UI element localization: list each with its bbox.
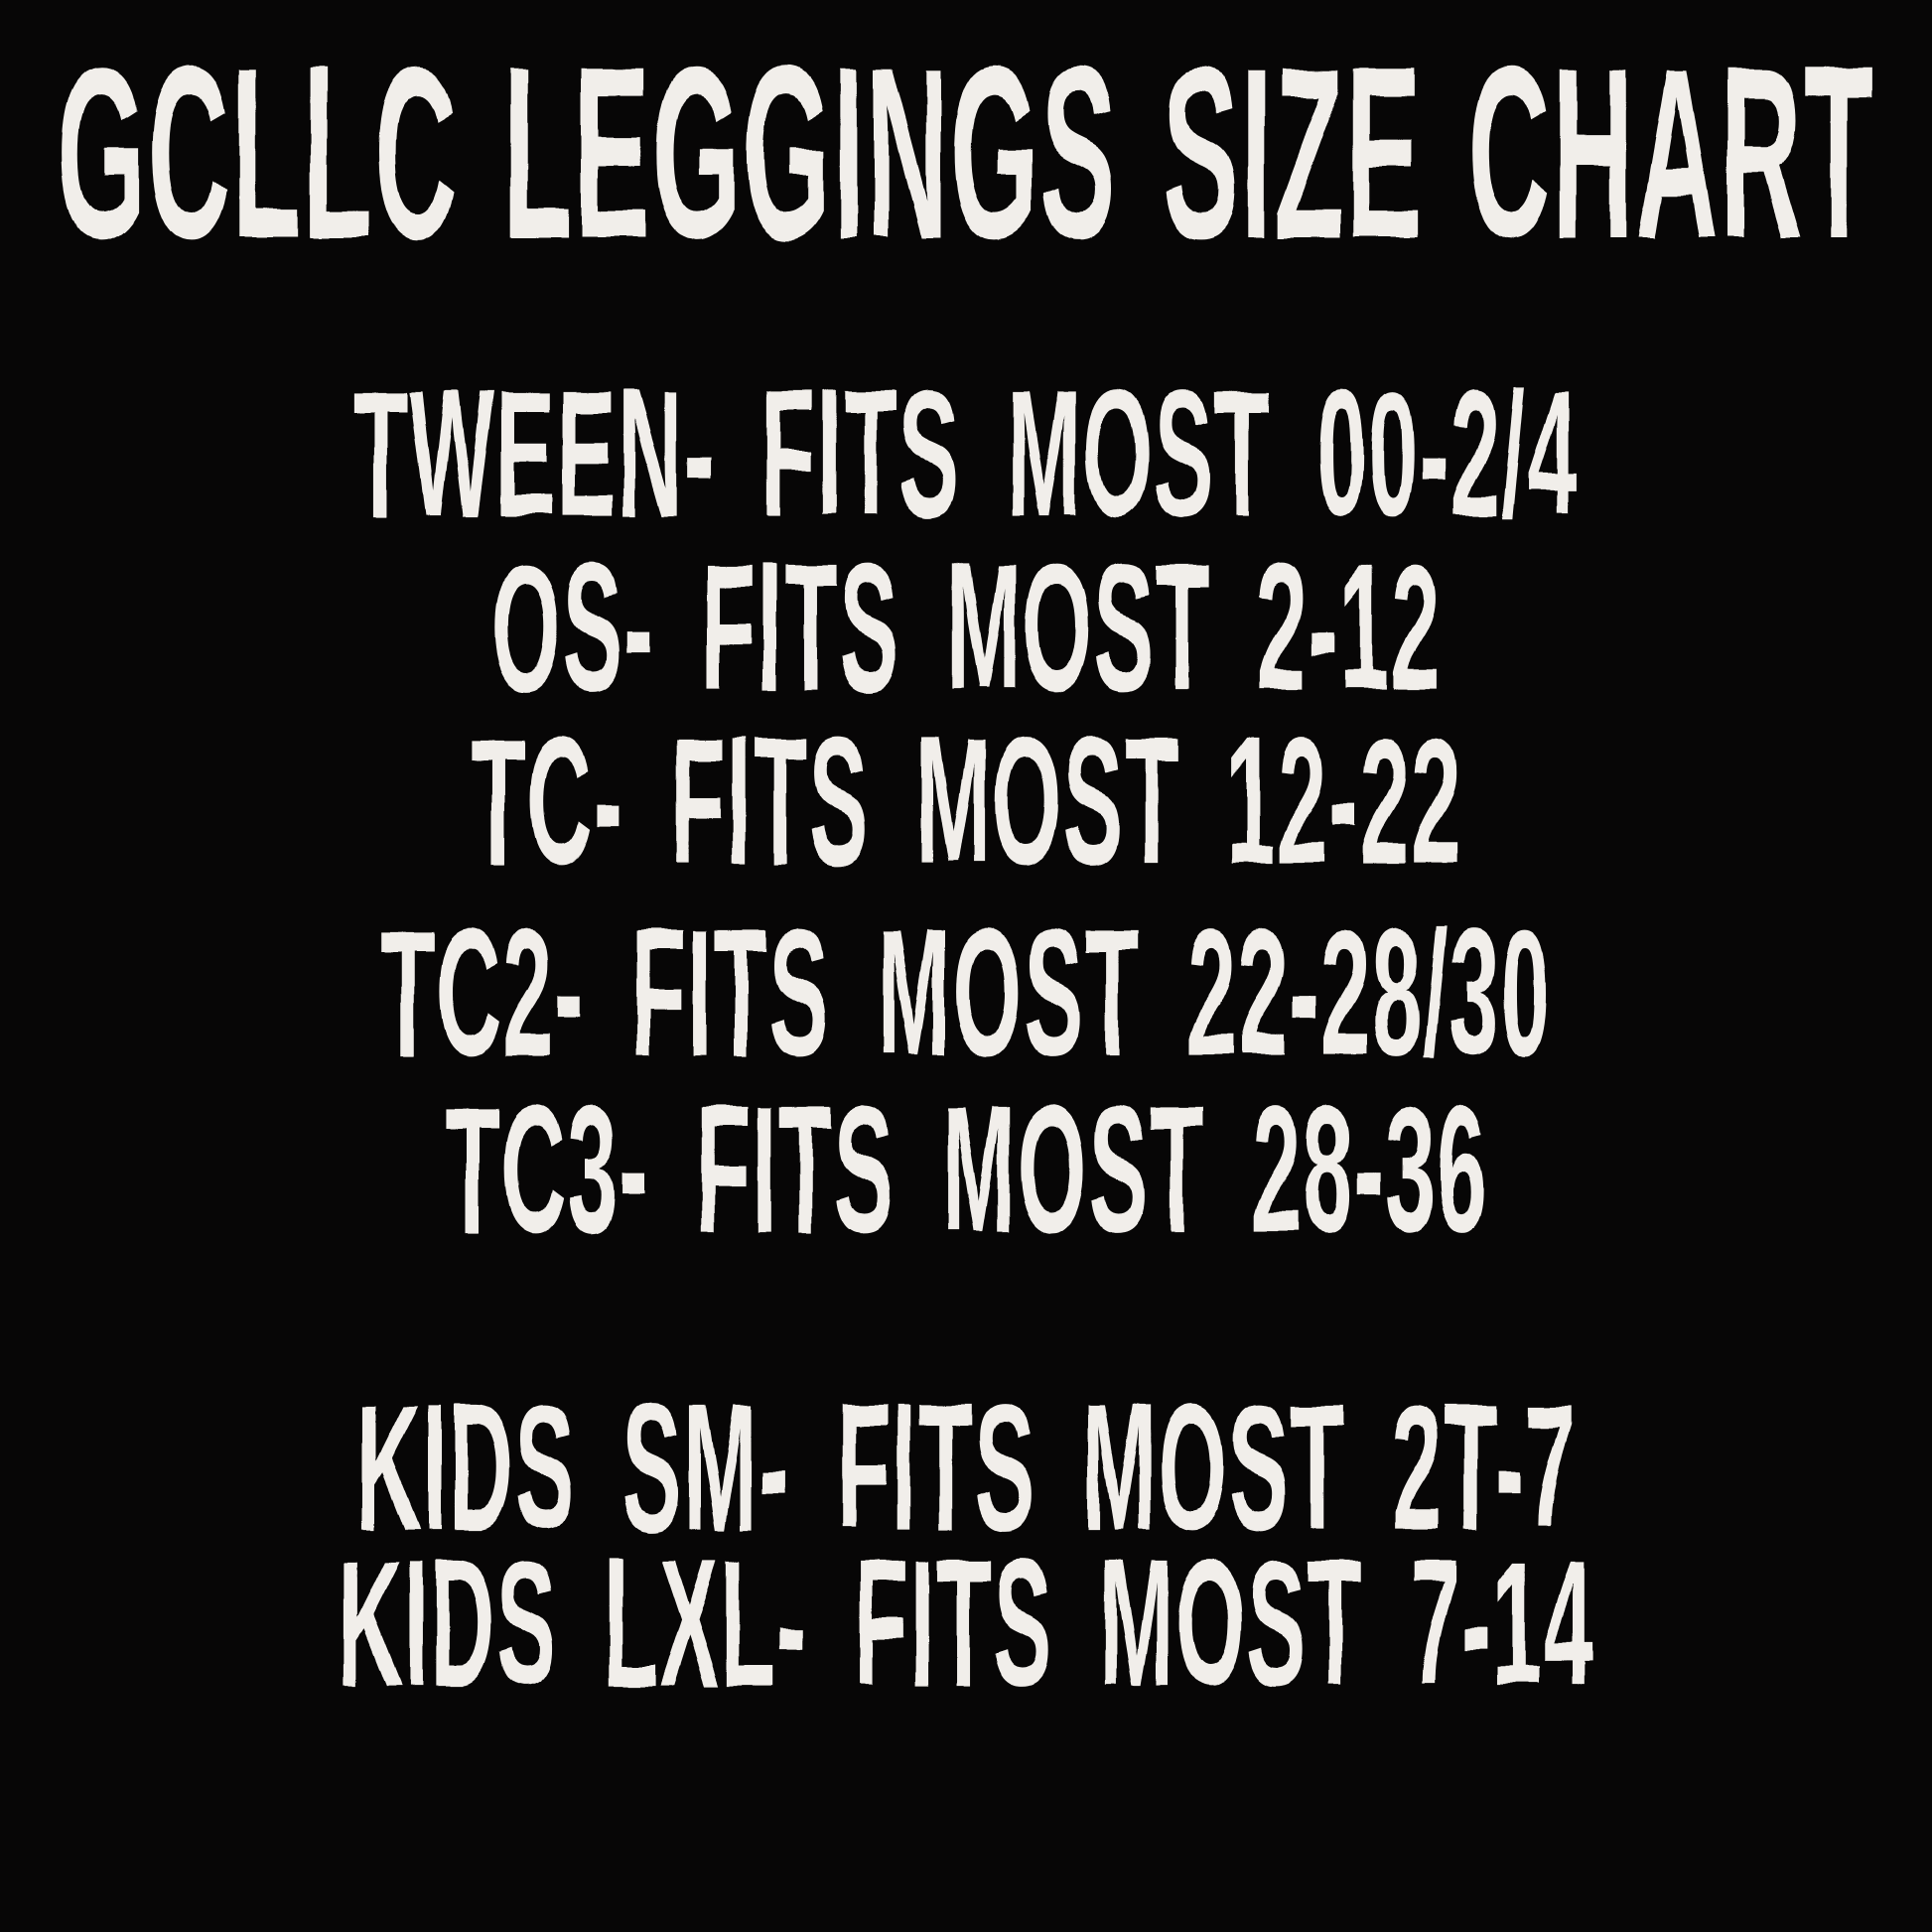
size-row-tc2-label: TC2- FITS MOST 22-28/30	[380, 893, 1552, 1093]
poster-title: GCLLC LEGGINGS SIZE CHART	[57, 17, 1875, 290]
size-row-os: OS- FITS MOST 2-12	[0, 527, 1932, 727]
size-row-tween-label: TWEEN- FITS MOST 00-2/4	[352, 353, 1580, 554]
size-row-tc: TC- FITS MOST 12-22	[0, 701, 1932, 900]
size-row-kids-sm-label: KIDS SM- FITS MOST 2T-7	[355, 1367, 1577, 1568]
poster-title-row: GCLLC LEGGINGS SIZE CHART	[0, 17, 1932, 290]
size-row-tc3-label: TC3- FITS MOST 28-36	[445, 1069, 1487, 1270]
size-row-kids-sm: KIDS SM- FITS MOST 2T-7	[0, 1367, 1932, 1567]
size-row-kids-lxl: KIDS LXL- FITS MOST 7-14	[0, 1523, 1932, 1723]
size-row-kids-lxl-label: KIDS LXL- FITS MOST 7-14	[338, 1523, 1594, 1724]
size-row-tc-label: TC- FITS MOST 12-22	[470, 701, 1462, 901]
size-row-tc2: TC2- FITS MOST 22-28/30	[0, 893, 1932, 1092]
size-row-os-label: OS- FITS MOST 2-12	[490, 527, 1442, 728]
size-row-tc3: TC3- FITS MOST 28-36	[0, 1069, 1932, 1269]
size-row-tween: TWEEN- FITS MOST 00-2/4	[0, 353, 1932, 553]
